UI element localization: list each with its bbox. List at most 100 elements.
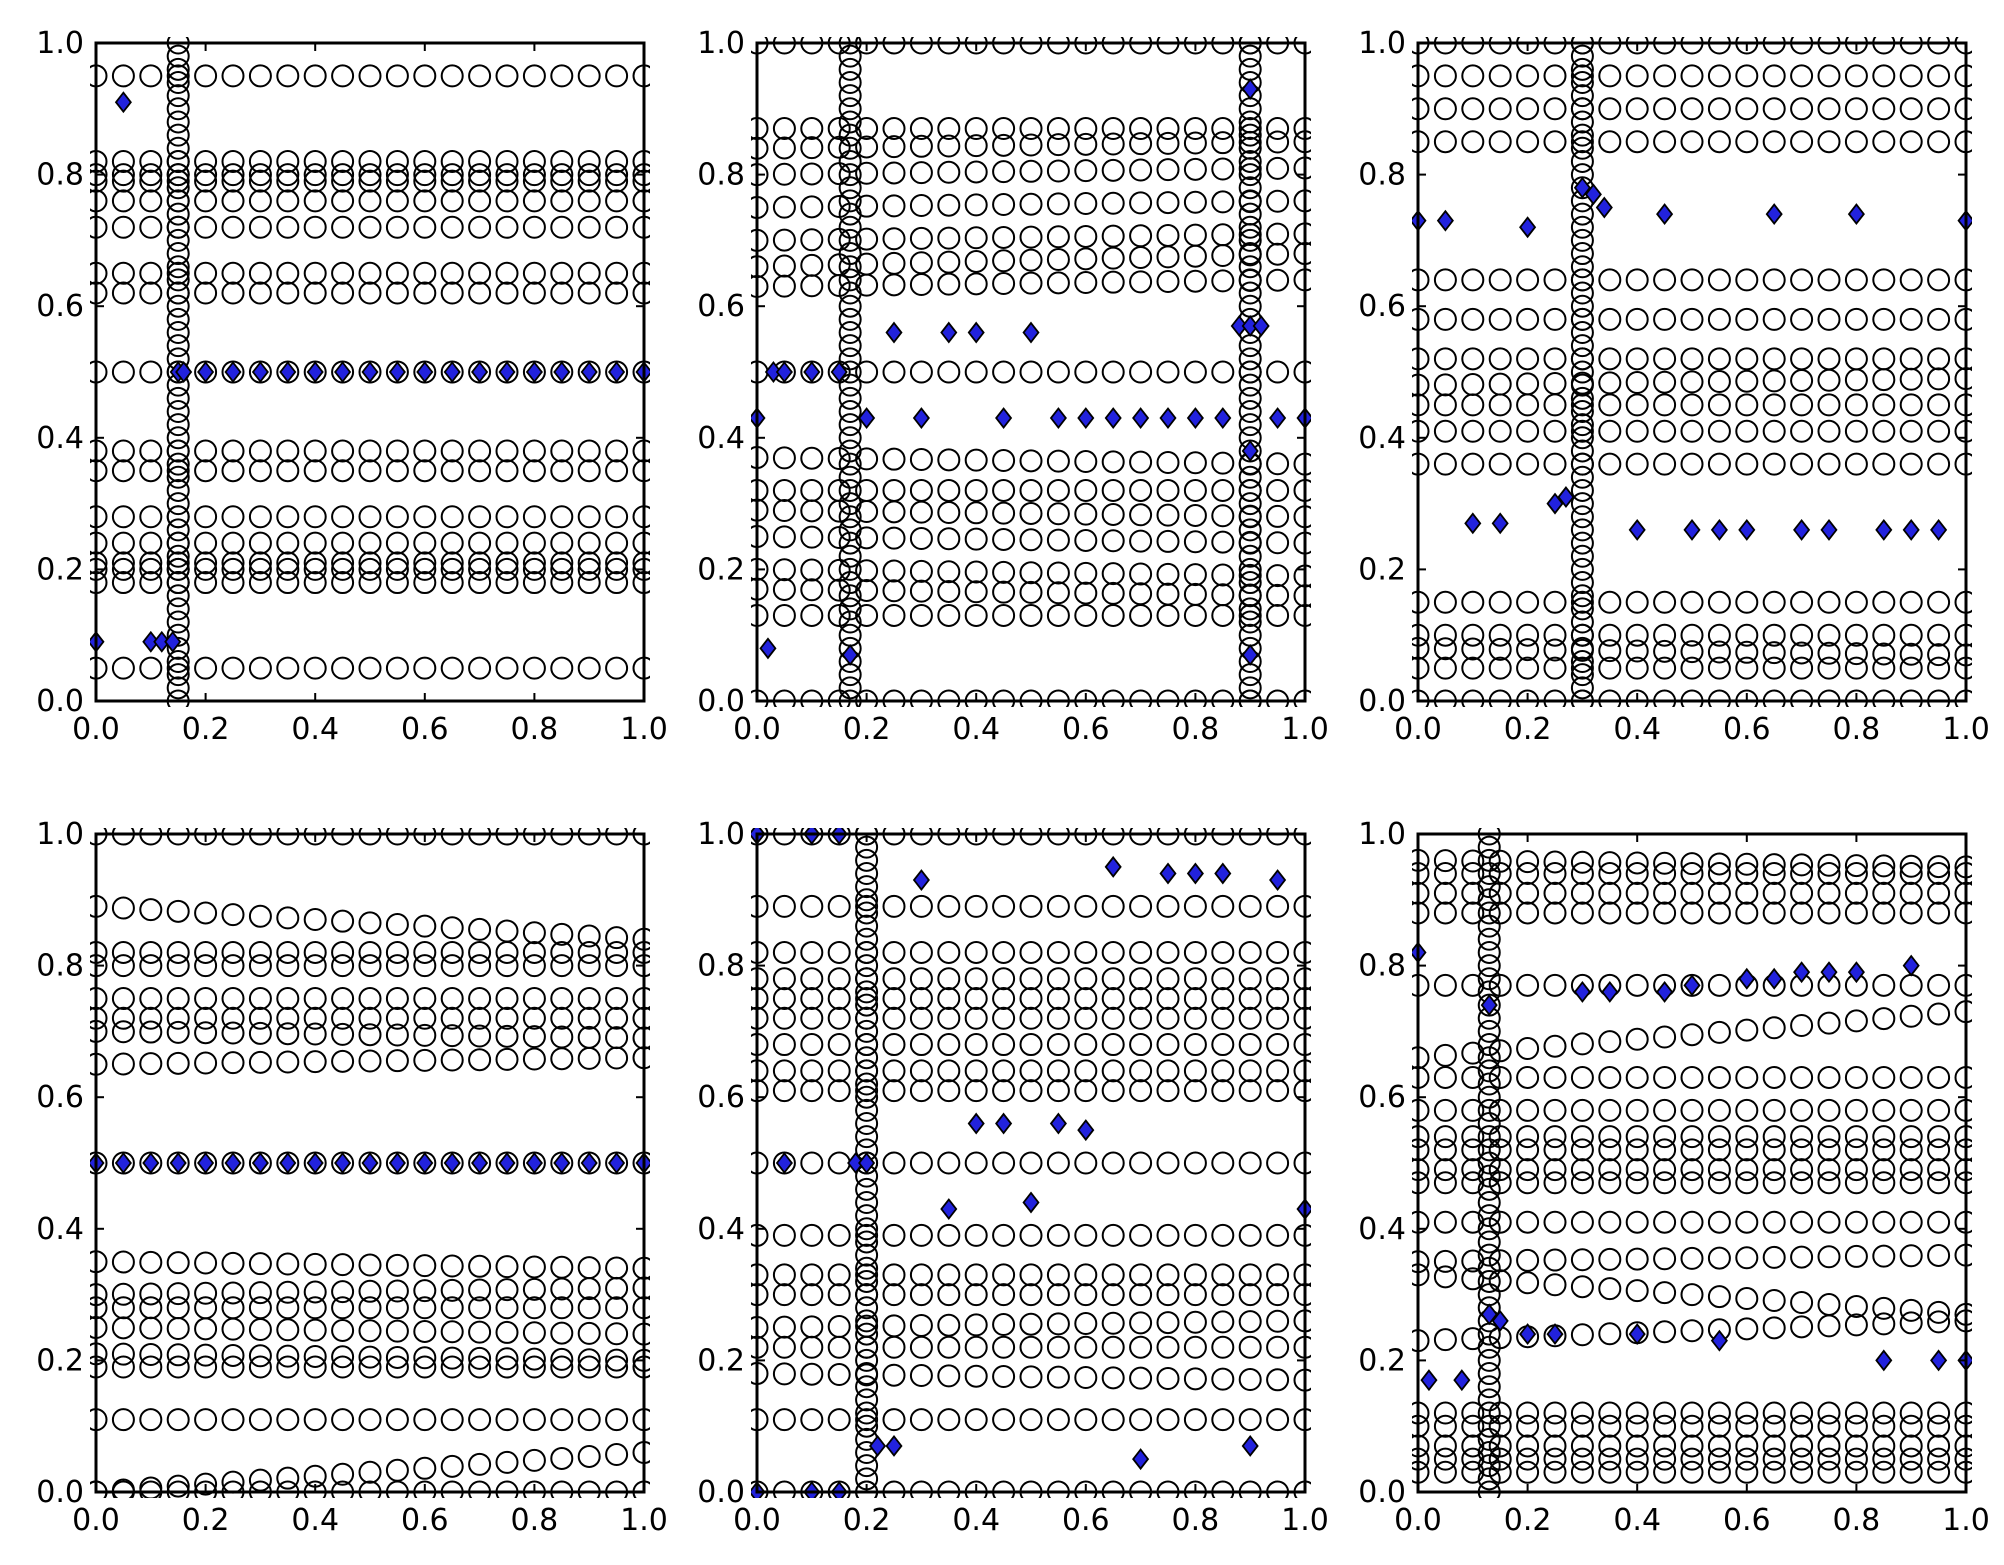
circle-marker xyxy=(1101,1151,1125,1175)
circle-marker xyxy=(964,249,988,273)
circle-marker xyxy=(1543,973,1567,997)
circle-marker xyxy=(1477,1217,1501,1241)
circle-marker xyxy=(1653,1447,1677,1471)
x-tick-label: 0.6 xyxy=(401,1503,449,1538)
circle-marker xyxy=(1653,901,1677,925)
circle-marker xyxy=(221,1281,245,1305)
diamond-marker xyxy=(1241,78,1259,101)
circle-marker xyxy=(331,909,355,933)
circle-marker xyxy=(1516,452,1540,476)
circle-marker xyxy=(440,1454,464,1478)
circle-marker xyxy=(1543,901,1567,925)
circle-marker xyxy=(468,557,492,581)
circle-marker xyxy=(331,1462,355,1486)
circle-marker xyxy=(1844,590,1868,614)
circle-marker xyxy=(1433,861,1457,885)
circle-marker xyxy=(992,225,1016,249)
circle-marker xyxy=(522,1347,546,1371)
circle-marker xyxy=(1461,1138,1485,1162)
circle-marker xyxy=(385,912,409,936)
circle-marker xyxy=(1625,590,1649,614)
circle-marker xyxy=(1516,1447,1540,1471)
circle-marker xyxy=(1211,1151,1235,1175)
circle-marker xyxy=(855,980,879,1004)
circle-marker xyxy=(800,894,824,918)
circle-marker xyxy=(1183,269,1207,293)
circle-marker xyxy=(605,1026,629,1050)
circle-marker xyxy=(1872,623,1896,647)
circle-marker xyxy=(577,64,601,88)
circle-marker xyxy=(1570,1158,1594,1182)
circle-marker xyxy=(1266,987,1290,1010)
circle-marker xyxy=(1762,1138,1786,1162)
circle-marker xyxy=(1488,97,1512,121)
circle-marker xyxy=(1653,1138,1677,1162)
circle-marker xyxy=(964,560,988,584)
circle-marker xyxy=(413,1279,437,1303)
circle-marker xyxy=(605,189,629,213)
diamond-marker xyxy=(1793,518,1811,541)
circle-marker xyxy=(1707,1210,1731,1234)
circle-marker xyxy=(111,459,135,483)
circle-marker xyxy=(1762,1434,1786,1458)
circle-marker xyxy=(1238,518,1262,542)
diamond-marker xyxy=(1491,512,1509,535)
circle-marker xyxy=(1570,136,1594,160)
circle-marker xyxy=(1899,64,1923,88)
circle-marker xyxy=(1899,1065,1923,1089)
circle-marker xyxy=(385,64,409,88)
circle-marker xyxy=(1266,1408,1290,1432)
diamond-marker xyxy=(1902,518,1920,541)
circle-marker xyxy=(413,987,437,1010)
circle-marker xyxy=(1488,268,1512,292)
circle-marker xyxy=(1653,268,1677,292)
circle-marker xyxy=(221,1355,245,1379)
circle-marker xyxy=(440,1024,464,1048)
circle-marker xyxy=(1477,1348,1501,1372)
circle-marker xyxy=(800,1408,824,1432)
circle-marker xyxy=(248,163,272,187)
circle-marker xyxy=(800,967,824,991)
circle-marker xyxy=(827,940,851,964)
circle-marker xyxy=(838,544,862,568)
circle-marker xyxy=(577,439,601,463)
circle-marker xyxy=(1461,307,1485,331)
diamond-marker xyxy=(775,1152,793,1174)
circle-marker xyxy=(1543,1138,1567,1162)
circle-marker xyxy=(882,227,906,251)
circle-marker xyxy=(577,531,601,555)
circle-marker xyxy=(1433,1265,1457,1289)
circle-marker xyxy=(1790,1125,1814,1149)
circle-marker xyxy=(855,894,879,918)
circle-marker xyxy=(1790,1171,1814,1195)
circle-marker xyxy=(1570,571,1594,595)
circle-marker xyxy=(166,228,190,252)
circle-marker xyxy=(358,1006,382,1030)
circle-marker xyxy=(1927,1210,1951,1234)
circle-marker xyxy=(855,875,879,899)
circle-marker xyxy=(1238,360,1262,384)
circle-marker xyxy=(605,551,629,575)
circle-marker xyxy=(1543,881,1567,905)
circle-marker xyxy=(413,163,437,187)
circle-marker xyxy=(550,551,574,575)
circle-marker xyxy=(1707,268,1731,292)
circle-marker xyxy=(1019,133,1043,157)
circle-marker xyxy=(468,1024,492,1048)
circle-marker xyxy=(1046,581,1070,605)
circle-marker xyxy=(937,560,961,584)
circle-marker xyxy=(964,987,988,1010)
circle-marker xyxy=(1653,1401,1677,1425)
circle-marker xyxy=(1625,1138,1649,1162)
x-tick-label: 0.4 xyxy=(291,712,339,747)
circle-marker xyxy=(331,557,355,581)
circle-marker xyxy=(1156,582,1180,606)
diamond-marker xyxy=(306,1152,324,1174)
circle-marker xyxy=(194,940,218,964)
circle-marker xyxy=(1516,1414,1540,1438)
circle-marker xyxy=(909,272,933,296)
circle-marker xyxy=(1927,881,1951,905)
circle-marker xyxy=(1570,492,1594,516)
circle-marker xyxy=(772,558,796,582)
circle-marker xyxy=(1570,386,1594,410)
